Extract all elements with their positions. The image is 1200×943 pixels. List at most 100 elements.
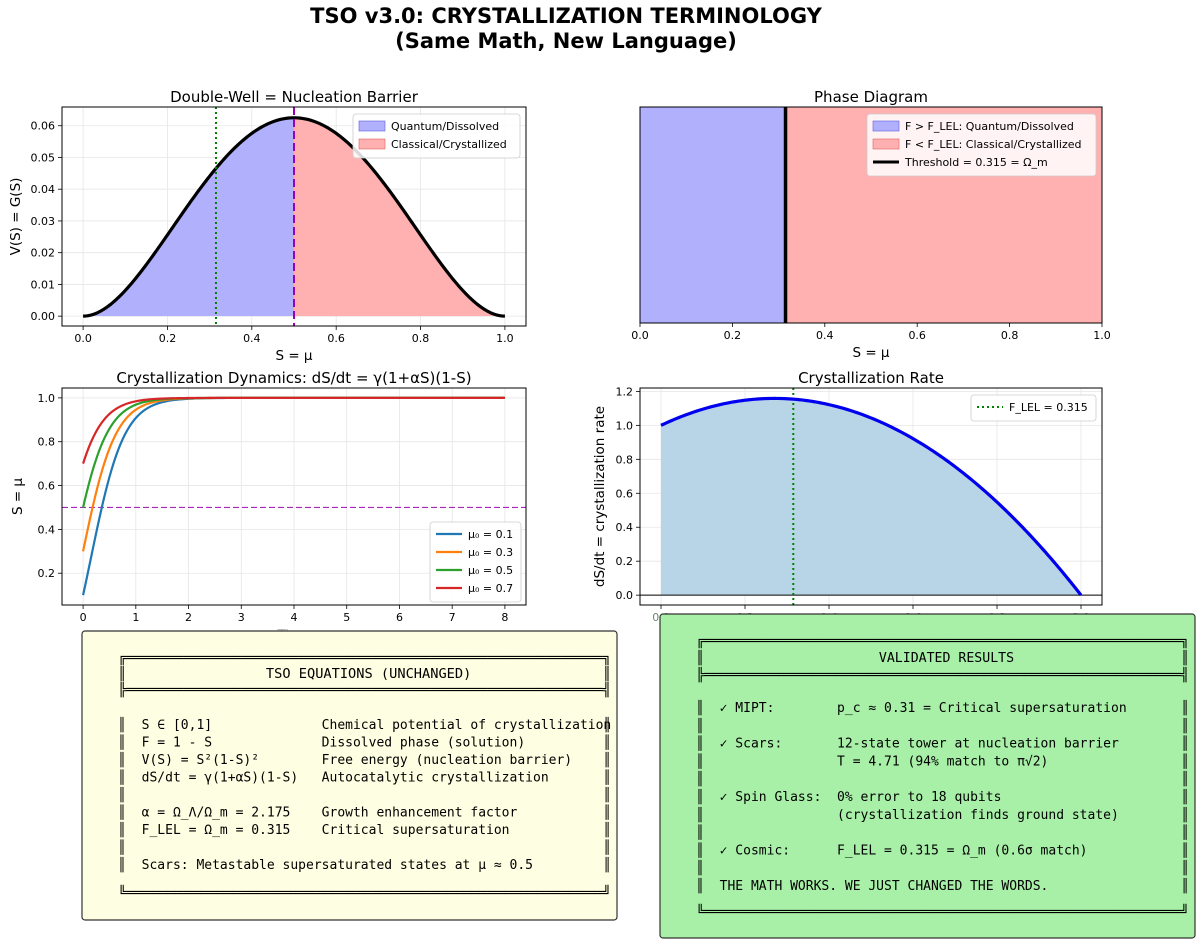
legend-label: μ₀ = 0.7 <box>468 582 513 595</box>
box-border-right-glyph: ║ <box>603 786 611 803</box>
legend-label: μ₀ = 0.1 <box>468 528 513 541</box>
region-quantum <box>83 117 294 317</box>
x-tick-label: 5 <box>343 611 350 624</box>
box-line: Scars: Metastable supersaturated states … <box>126 858 533 873</box>
region-classical <box>294 117 505 317</box>
box-border-left-glyph: ║ <box>118 786 126 803</box>
box-border-left-glyph: ║ <box>696 824 704 841</box>
y-tick-label: 0.6 <box>38 480 56 493</box>
y-axis-label: dS/dt = crystallization rate <box>592 406 608 587</box>
box-border-left-glyph: ║ <box>118 839 126 856</box>
box-border-right-glyph: ║ <box>603 769 611 786</box>
y-tick-label: 0.8 <box>616 453 634 466</box>
legend-swatch <box>872 138 900 150</box>
box-border-right-glyph: ║ <box>1181 824 1189 841</box>
box-border-left-glyph: ║ <box>118 821 126 838</box>
region-quantum <box>640 107 786 323</box>
y-tick-label: 0.6 <box>616 487 634 500</box>
box-line: α = Ω_Λ/Ω_m = 2.175 Growth enhancement f… <box>126 806 518 821</box>
results-border-top: ╔═══════════════════════════════════════… <box>696 634 1189 649</box>
box-border-left-glyph: ║ <box>696 806 704 823</box>
x-tick-label: 4 <box>291 611 298 624</box>
box-line: ✓ Spin Glass: 0% error to 18 qubits <box>704 790 1001 805</box>
y-tick-label: 0.8 <box>38 436 56 449</box>
box-line: ✓ MIPT: p_c ≈ 0.31 = Critical supersatur… <box>704 701 1127 716</box>
box-border-right-glyph: ║ <box>603 856 611 873</box>
box-line: F = 1 - S Dissolved phase (solution) <box>126 736 525 751</box>
x-tick-label: 0 <box>80 611 87 624</box>
box-border-left-glyph: ║ <box>118 769 126 786</box>
x-axis-label: S = μ <box>275 348 312 364</box>
box-border-right-glyph: ║ <box>603 716 611 733</box>
box-line: (crystallization finds ground state) <box>704 808 1119 823</box>
chart-title: Phase Diagram <box>814 88 928 106</box>
box-line: V(S) = S²(1-S)² Free energy (nucleation … <box>126 753 572 768</box>
figure-title-line-1: TSO v3.0: CRYSTALLIZATION TERMINOLOGY <box>310 4 822 28</box>
box-border-right-glyph: ║ <box>1181 788 1189 805</box>
x-tick-label: 2 <box>185 611 192 624</box>
box-line: S ∈ [0,1] Chemical potential of crystall… <box>126 718 611 733</box>
box-border-left-glyph: ║ <box>696 770 704 787</box>
box-border-left-glyph: ║ <box>118 751 126 768</box>
box-border-left-glyph: ║ <box>118 716 126 733</box>
x-tick-label: 0.6 <box>908 329 926 342</box>
box-border-right-glyph: ║ <box>1181 752 1189 769</box>
x-tick-label: 0.4 <box>243 332 261 345</box>
equations-border-mid: ╠═══════════════════════════════════════… <box>118 681 611 698</box>
box-border-right-glyph: ║ <box>1181 735 1189 752</box>
x-tick-label: 1.0 <box>496 332 514 345</box>
legend-box <box>866 113 1097 177</box>
box-border-left-glyph: ║ <box>696 877 704 894</box>
y-axis-label: V(S) = G(S) <box>8 178 24 256</box>
box-border-right-glyph: ║ <box>603 839 611 856</box>
x-tick-label: 3 <box>238 611 245 624</box>
chart-title: Crystallization Rate <box>798 369 944 387</box>
y-tick-label: 0.06 <box>31 120 56 133</box>
x-tick-label: 0.2 <box>724 329 742 342</box>
x-tick-label: 7 <box>449 611 456 624</box>
box-border-left-glyph: ║ <box>118 804 126 821</box>
equations-border-top: ╔═══════════════════════════════════════… <box>118 651 611 666</box>
legend-swatch <box>358 138 386 150</box>
y-tick-label: 0.03 <box>31 215 56 228</box>
box-border-left-glyph: ║ <box>696 841 704 858</box>
legend-label: μ₀ = 0.3 <box>468 546 513 559</box>
y-tick-label: 0.2 <box>38 567 56 580</box>
rate-area <box>661 398 1081 596</box>
equations-title: ║ TSO EQUATIONS (UNCHANGED) ║ <box>118 665 611 682</box>
potential-curve <box>83 116 505 318</box>
legend-label: μ₀ = 0.5 <box>468 564 513 577</box>
box-border-right-glyph: ║ <box>1181 877 1189 894</box>
y-tick-label: 0.05 <box>31 151 56 164</box>
x-tick-label: 1 <box>132 611 139 624</box>
box-border-left-glyph: ║ <box>696 752 704 769</box>
figure-title-line-2: (Same Math, New Language) <box>395 29 737 53</box>
box-line: ✓ Scars: 12-state tower at nucleation ba… <box>704 737 1119 752</box>
x-tick-label: 8 <box>501 611 508 624</box>
x-tick-label: 0.8 <box>412 332 430 345</box>
box-border-right-glyph: ║ <box>603 804 611 821</box>
legend-swatch <box>358 120 386 132</box>
results-title: ║ VALIDATED RESULTS ║ <box>696 649 1189 666</box>
y-axis-label: S = μ <box>10 478 26 515</box>
box-border-right-glyph: ║ <box>1181 841 1189 858</box>
y-tick-label: 0.4 <box>616 521 634 534</box>
equations-border-bottom: ╚═══════════════════════════════════════… <box>118 884 611 901</box>
legend-box <box>352 113 521 159</box>
y-tick-label: 0.04 <box>31 183 56 196</box>
box-line: T = 4.71 (94% match to π√2) <box>704 754 1048 769</box>
plot-frame <box>639 106 1103 324</box>
y-tick-label: 0.01 <box>31 278 56 291</box>
x-tick-label: 6 <box>396 611 403 624</box>
chart-title: Crystallization Dynamics: dS/dt = γ(1+αS… <box>116 369 471 387</box>
y-tick-label: 1.2 <box>616 385 634 398</box>
y-tick-label: 1.0 <box>616 419 634 432</box>
y-tick-label: 0.0 <box>616 589 634 602</box>
x-tick-label: 0.4 <box>816 329 834 342</box>
legend-box <box>970 394 1097 422</box>
rate-curve <box>660 396 1083 597</box>
